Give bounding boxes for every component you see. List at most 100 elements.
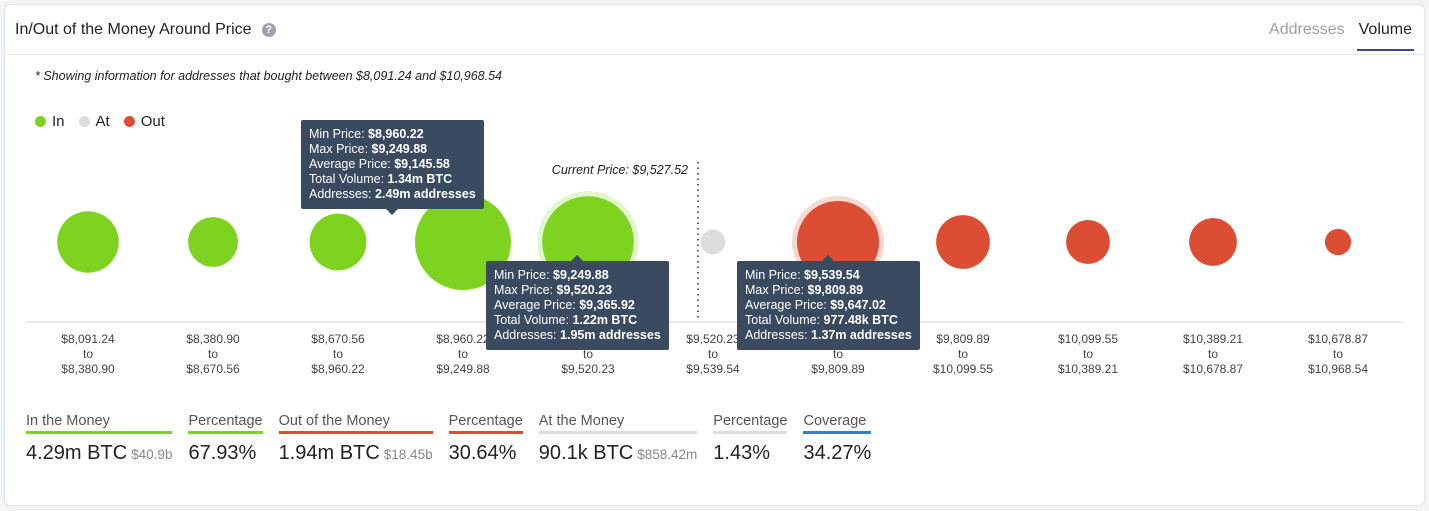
tooltip-key: Total Volume: — [494, 313, 573, 327]
tooltip-bucket-7: Min Price: $9,539.54 Max Price: $9,809.89… — [737, 255, 920, 350]
tooltip-value: $9,365.92 — [579, 298, 635, 312]
stat-1: In the Money 4.29m BTC $40.9b — [26, 413, 173, 465]
tick-to-8: $10,099.55 — [933, 362, 993, 376]
stat-5: At the Money 90.1k BTC $858.42m — [538, 413, 698, 465]
tick-connector-3: to — [333, 347, 343, 361]
stat-value: 34.27% — [803, 442, 872, 464]
tooltip-key: Average Price: — [309, 157, 395, 171]
legend-dot-in — [35, 116, 46, 127]
tick-from-3: $8,670.56 — [311, 332, 365, 346]
stat-label: At the Money — [538, 413, 698, 434]
stat-label: Out of the Money — [278, 413, 433, 434]
tick-to-10: $10,678.87 — [1183, 362, 1243, 376]
stat-label: Percentage — [448, 413, 523, 434]
summary-stats: In the Money 4.29m BTC $40.9b Percentage 67.… — [26, 413, 887, 465]
bubble-11[interactable] — [1324, 228, 1352, 256]
tick-connector-6: to — [708, 347, 718, 361]
bubble-10[interactable] — [1189, 218, 1237, 266]
tooltip-value: $8,960.22 — [368, 127, 424, 141]
tooltip-row: Average Price: $9,365.92 — [494, 298, 661, 313]
tick-connector-4: to — [458, 347, 468, 361]
tooltip-value: 1.95m addresses — [560, 328, 661, 342]
tab-addresses[interactable]: Addresses — [1269, 21, 1345, 38]
tick-connector-10: to — [1208, 347, 1218, 361]
stat-value: 4.29m BTC $40.9b — [26, 442, 173, 464]
tooltip-key: Min Price: — [494, 268, 554, 282]
tooltip-value: $9,249.88 — [553, 268, 609, 282]
tooltip-row: Max Price: $9,809.89 — [745, 283, 912, 298]
tooltip-key: Total Volume: — [745, 313, 824, 327]
bubble-3[interactable] — [309, 213, 367, 271]
tooltip-key: Max Price: — [309, 142, 372, 156]
range-note: * Showing information for addresses that… — [35, 69, 503, 83]
tooltip-value: $9,809.89 — [807, 283, 864, 297]
stat-7: Coverage 34.27% — [803, 413, 872, 465]
tooltip-key: Max Price: — [745, 283, 808, 297]
bubble-2[interactable] — [188, 217, 238, 267]
tooltip-key: Addresses: — [494, 328, 561, 342]
tooltip-row: Addresses: 2.49m addresses — [309, 187, 476, 202]
stat-label: Coverage — [803, 413, 872, 434]
help-icon[interactable]: ? — [261, 23, 276, 37]
bubble-9[interactable] — [1066, 220, 1110, 264]
tooltip-key: Total Volume: — [309, 172, 388, 186]
tooltip-row: Min Price: $9,539.54 — [745, 268, 912, 283]
tick-connector-5: to — [583, 347, 593, 361]
tick-to-5: $9,520.23 — [561, 362, 615, 376]
legend-dot-at — [78, 116, 90, 127]
tick-to-2: $8,670.56 — [186, 362, 240, 376]
bubble-6[interactable] — [700, 229, 726, 255]
view-tabs: Addresses Volume — [1267, 19, 1414, 51]
tooltip-row: Total Volume: 1.34m BTC — [309, 172, 476, 187]
stat-4: Percentage 30.64% — [448, 413, 523, 465]
tooltip-key: Addresses: — [309, 187, 376, 201]
legend-item-out[interactable]: Out — [123, 113, 165, 130]
tick-to-7: $9,809.89 — [811, 362, 865, 376]
bubble-1[interactable] — [57, 211, 119, 273]
tooltip-value: $9,145.58 — [394, 157, 450, 171]
legend-item-at[interactable]: At — [78, 113, 110, 130]
legend-item-in[interactable]: In — [35, 113, 65, 130]
tick-to-3: $8,960.22 — [311, 362, 365, 376]
tick-to-11: $10,968.54 — [1308, 362, 1368, 376]
tick-to-1: $8,380.90 — [61, 362, 115, 376]
tab-volume[interactable]: Volume — [1356, 19, 1414, 51]
tooltip-row: Max Price: $9,520.23 — [494, 283, 661, 298]
tooltip-row: Max Price: $9,249.88 — [309, 142, 476, 157]
tooltip-row: Total Volume: 977.48k BTC — [745, 313, 912, 328]
tick-from-10: $10,389.21 — [1183, 332, 1243, 346]
tick-from-2: $8,380.90 — [186, 332, 240, 346]
stat-label: In the Money — [26, 413, 173, 434]
stat-3: Out of the Money 1.94m BTC $18.45b — [278, 413, 433, 465]
tick-from-8: $9,809.89 — [936, 332, 990, 346]
tooltip-key: Addresses: — [745, 328, 812, 342]
tooltip-key: Min Price: — [745, 268, 805, 282]
legend-dot-out — [123, 116, 135, 127]
tooltip-value: 1.22m BTC — [572, 313, 638, 327]
tick-to-4: $9,249.88 — [436, 362, 490, 376]
tick-from-6: $9,520.23 — [686, 332, 740, 346]
tooltip-bucket-4: Min Price: $8,960.22 Max Price: $9,249.88… — [301, 120, 484, 215]
tooltip-row: Average Price: $9,145.58 — [309, 157, 476, 172]
bubble-8[interactable] — [936, 215, 990, 269]
tick-to-9: $10,389.21 — [1058, 362, 1118, 376]
tooltip-value: $9,520.23 — [556, 283, 613, 297]
tooltip-key: Average Price: — [494, 298, 580, 312]
current-price-label: Current Price: $9,527.52 — [552, 163, 688, 177]
tooltip-value: 1.34m BTC — [387, 172, 453, 186]
tooltip-row: Addresses: 1.95m addresses — [494, 328, 661, 343]
tick-from-4: $8,960.22 — [436, 332, 490, 346]
stat-sub-value: $40.9b — [131, 447, 173, 462]
tick-connector-7: to — [833, 347, 843, 361]
tooltip-value: $9,647.02 — [830, 298, 886, 312]
stat-sub-value: $858.42m — [637, 447, 698, 462]
stat-value: 67.93% — [188, 442, 257, 464]
tooltip-row: Min Price: $9,249.88 — [494, 268, 661, 283]
tooltip-key: Max Price: — [494, 283, 557, 297]
tick-from-11: $10,678.87 — [1308, 332, 1368, 346]
legend-label-out: Out — [140, 113, 165, 130]
tooltip-value: 1.37m addresses — [811, 328, 912, 342]
header-divider — [5, 54, 1424, 55]
stat-value: 1.94m BTC $18.45b — [278, 442, 433, 464]
legend-label-in: In — [52, 113, 65, 130]
